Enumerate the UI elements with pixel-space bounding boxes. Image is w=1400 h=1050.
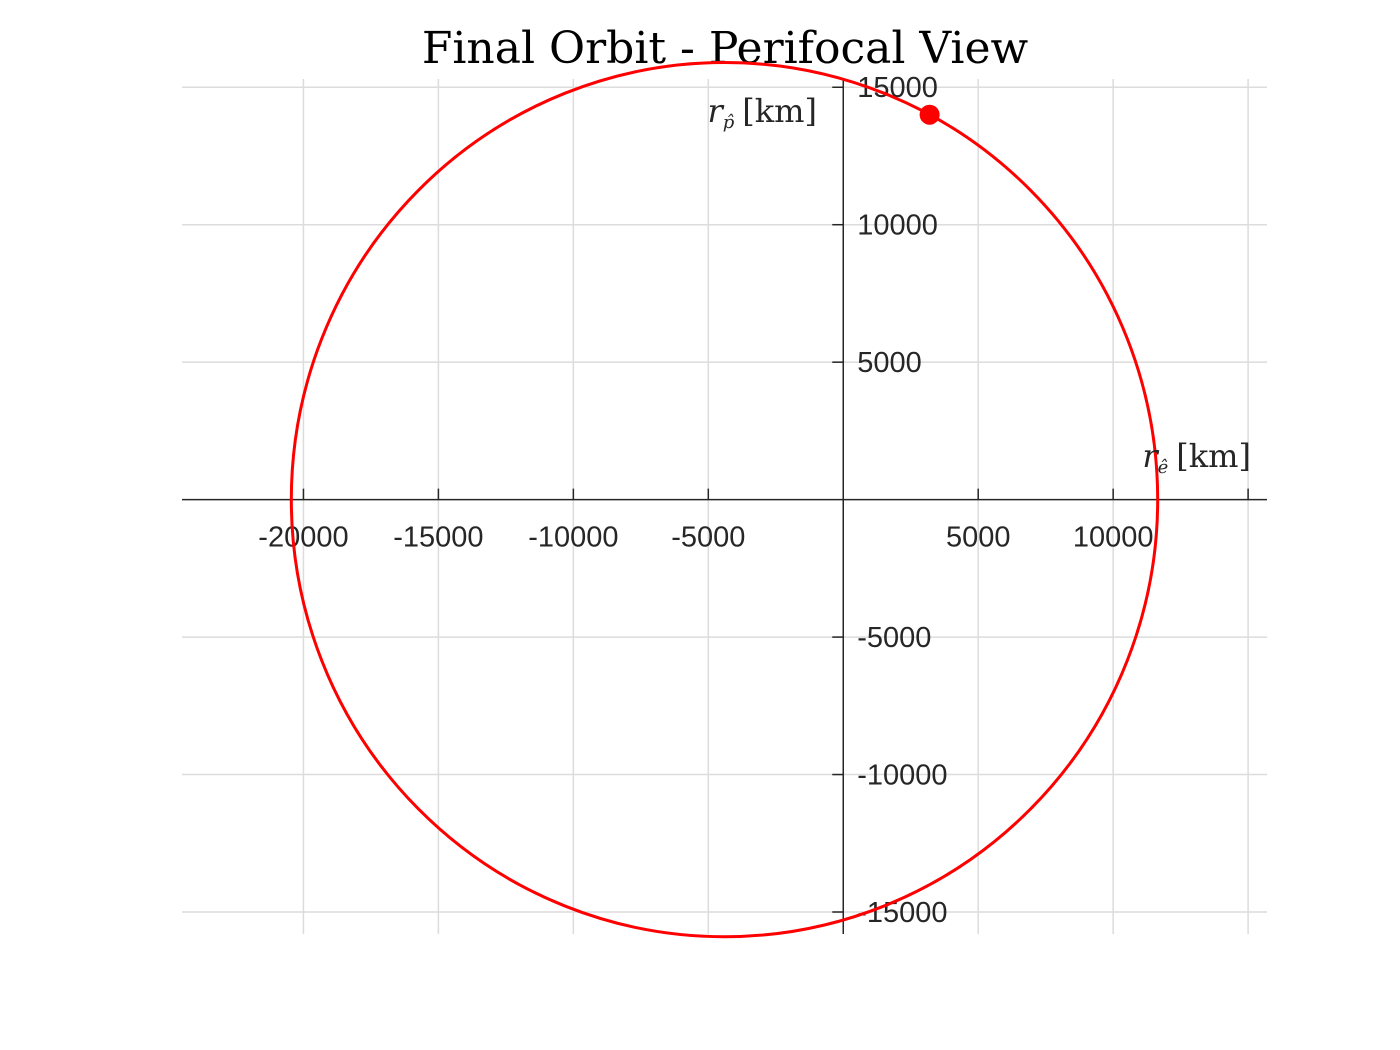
y-axis-label-symbol: r	[707, 92, 724, 130]
x-axis-label-symbol: r	[1142, 437, 1159, 475]
x-tick-label: 10000	[1073, 522, 1154, 554]
axes	[182, 79, 1267, 934]
y-axis-label: rp̂ [km]	[707, 92, 817, 133]
x-tick-label: -5000	[671, 522, 745, 554]
x-axis-label-units: [km]	[1176, 437, 1251, 475]
x-tick-label: -20000	[258, 522, 348, 554]
spacecraft-position-marker	[919, 104, 940, 125]
x-axis-label-subscript: ê	[1158, 457, 1169, 478]
y-tick-label: 5000	[857, 347, 922, 379]
orbit-path	[289, 61, 1160, 939]
chart-title: Final Orbit - Perifocal View	[422, 23, 1029, 74]
x-tick-label: -15000	[393, 522, 483, 554]
y-axis-label-subscript: p̂	[723, 112, 735, 133]
y-tick-label: -15000	[857, 897, 947, 929]
y-tick-label: 10000	[857, 210, 938, 242]
y-tick-label: -10000	[857, 760, 947, 792]
y-tick-label: -5000	[857, 622, 931, 654]
orbit-series	[289, 61, 1160, 939]
axis-labels: rp̂ [km] rê [km]	[707, 92, 1251, 478]
tick-labels: -20000 -15000 -10000 -5000 5000 10000 -15000 -1…	[258, 72, 1153, 929]
x-axis-label: rê [km]	[1142, 437, 1251, 478]
x-tick-label: -10000	[528, 522, 618, 554]
grid-lines	[182, 79, 1267, 934]
y-axis-label-units: [km]	[742, 92, 817, 130]
x-tick-label: 5000	[946, 522, 1011, 554]
